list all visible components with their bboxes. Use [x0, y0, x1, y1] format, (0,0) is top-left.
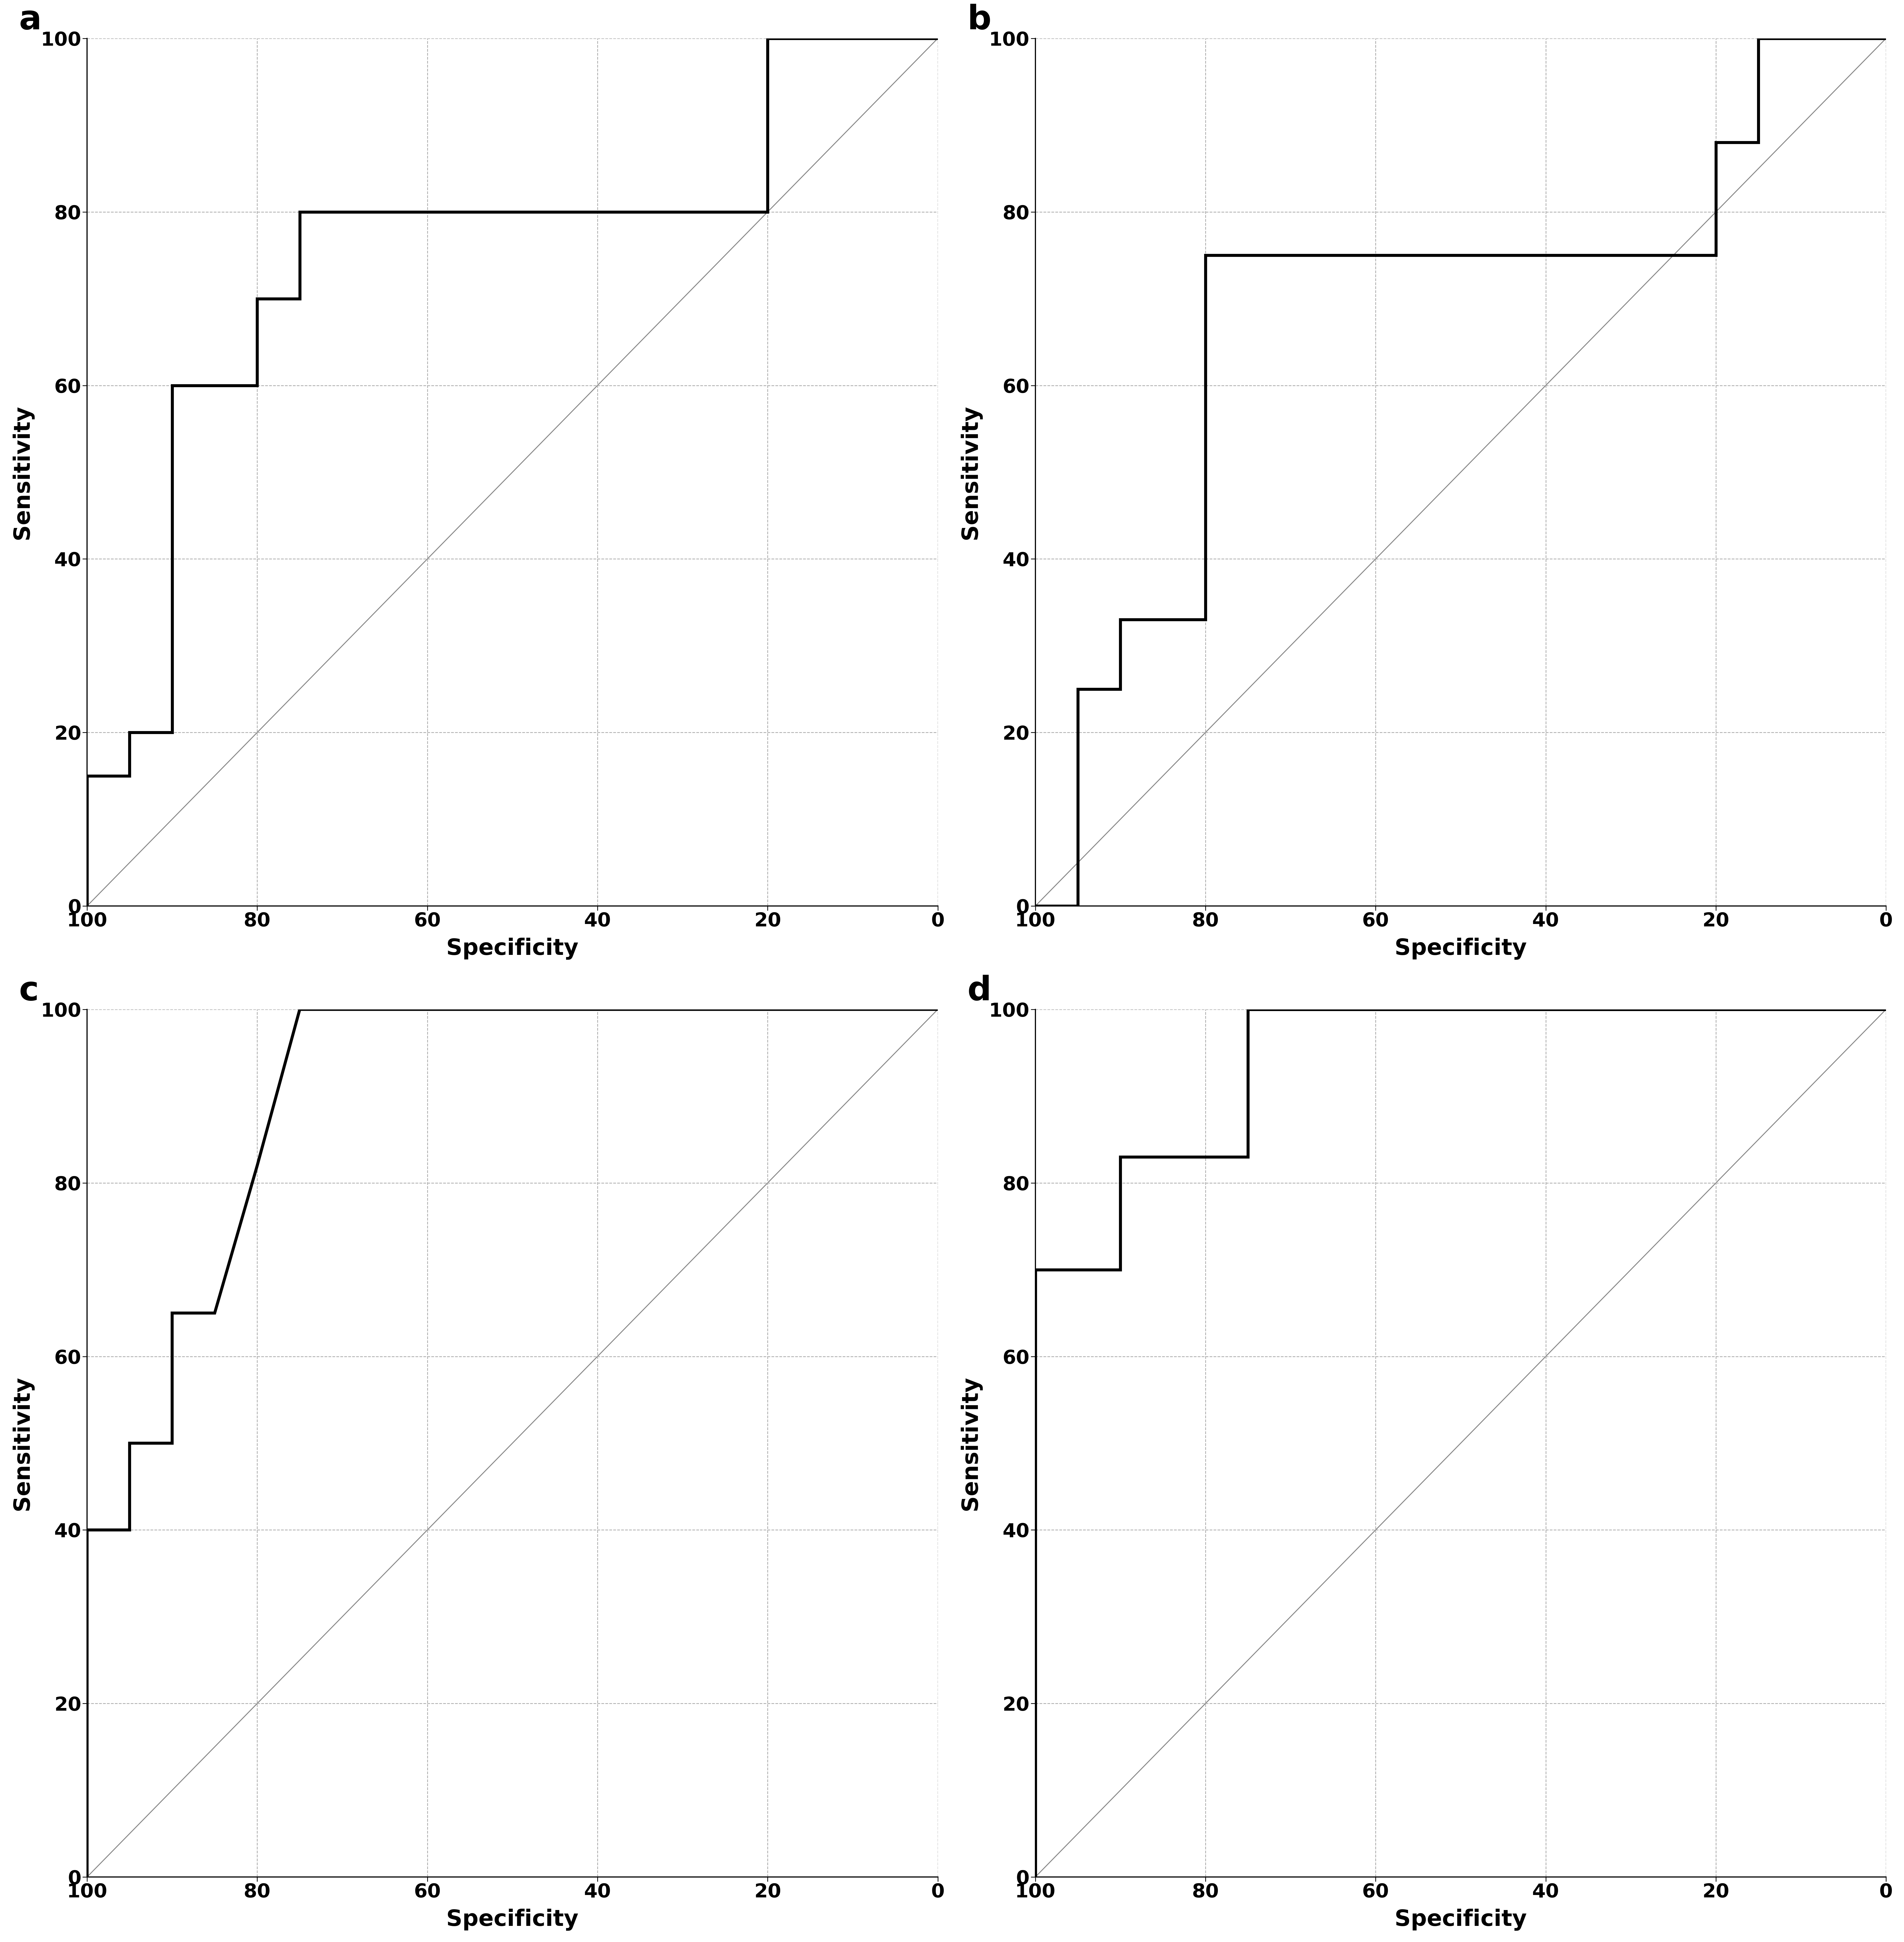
Text: c: c: [19, 975, 38, 1008]
X-axis label: Specificity: Specificity: [1394, 1909, 1527, 1930]
Y-axis label: Sensitivity: Sensitivity: [11, 406, 32, 540]
Y-axis label: Sensitivity: Sensitivity: [960, 1377, 981, 1511]
Y-axis label: Sensitivity: Sensitivity: [11, 1377, 32, 1511]
X-axis label: Specificity: Specificity: [446, 1909, 579, 1930]
Text: b: b: [967, 4, 992, 37]
X-axis label: Specificity: Specificity: [446, 938, 579, 959]
Text: d: d: [967, 975, 992, 1008]
Y-axis label: Sensitivity: Sensitivity: [960, 406, 981, 540]
Text: a: a: [19, 4, 42, 37]
X-axis label: Specificity: Specificity: [1394, 938, 1527, 959]
